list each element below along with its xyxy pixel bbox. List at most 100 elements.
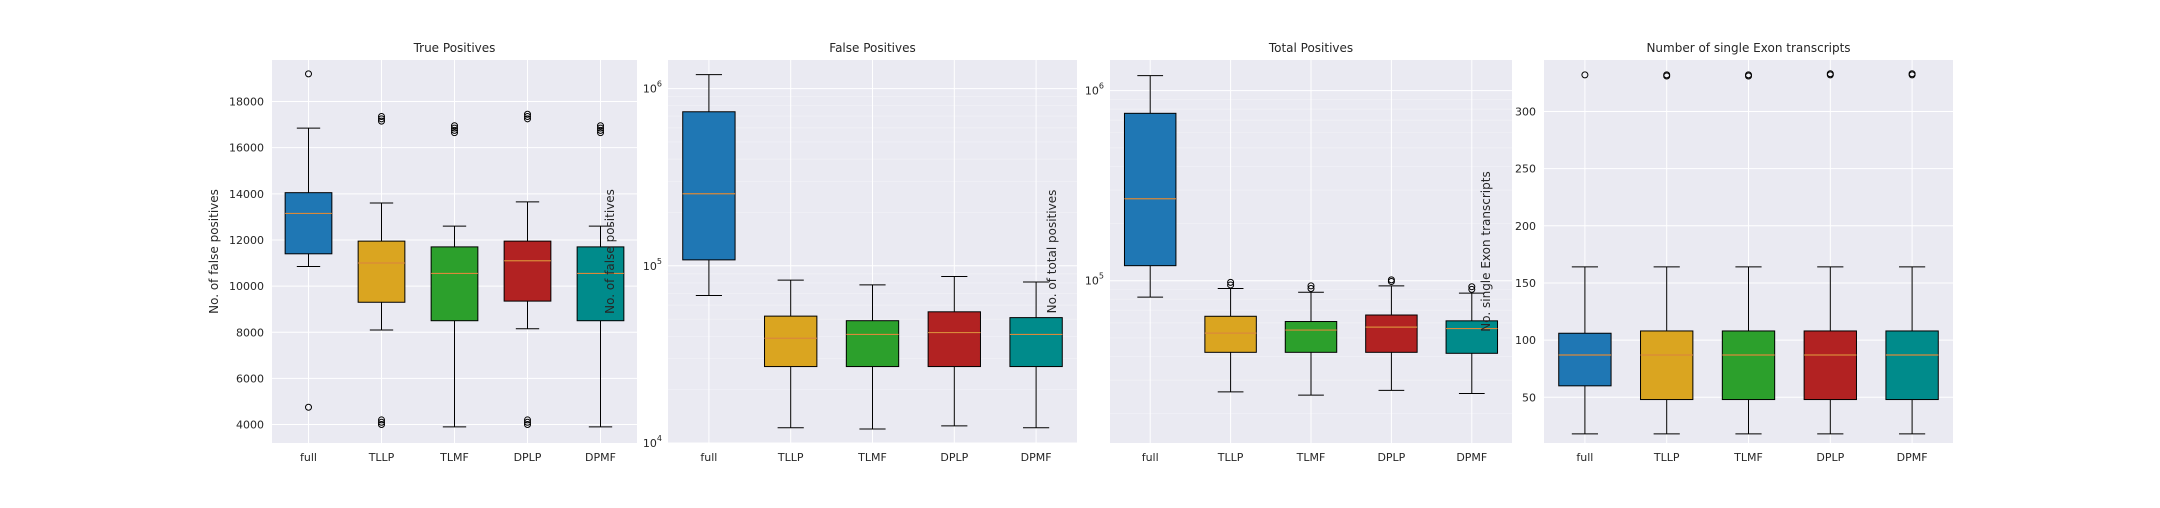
outlier-point [378,418,385,426]
y-tick-label: 14000 [229,188,264,201]
y-axis-label: No. single Exon transcripts [1479,171,1493,331]
chart-title: Total Positives [1268,41,1353,55]
outlier-point [1387,278,1395,286]
y-tick-label: 300 [1515,105,1536,118]
outlier-point [451,122,458,130]
chart-panel-3: 105 106 full TLLP TLMF DPLP DPMF Total Positive… [1045,41,1512,464]
x-tick-label: TLMF [1296,451,1326,464]
y-tick-label: 50 [1522,391,1536,404]
x-tick-label: full [700,451,717,464]
outlier-point [524,421,531,429]
x-tick-label: TLMF [857,451,887,464]
box-DPMF [1445,283,1499,395]
outlier-point [1468,283,1476,291]
box-TLLP [764,279,818,429]
y-axis-label: No. of false positives [207,189,221,314]
outlier-point [378,421,385,429]
box-full [1123,75,1177,298]
x-tick-label: DPMF [585,451,616,464]
box-iqr [357,240,406,303]
box-TLMF [845,284,900,430]
x-tick-label: full [1576,451,1593,464]
box-iqr [1365,314,1418,353]
y-tick-label: 10000 [229,280,264,293]
y-tick-label: 18000 [229,96,264,109]
y-tick-label: 150 [1515,277,1536,290]
outlier-point [524,416,531,424]
x-tick-label: TLLP [777,451,804,464]
box-iqr [927,311,981,368]
outlier-point [597,124,604,132]
outlier-point [451,129,458,137]
x-tick-label: full [300,451,317,464]
x-tick-label: full [1142,451,1159,464]
y-tick-label: 12000 [229,234,264,247]
outlier-point [597,126,604,134]
outlier-point [524,110,531,118]
outlier-point [597,122,604,130]
y-tick-label: 6000 [236,372,264,385]
y-tick-label: 105 [643,257,662,273]
box-TLLP [1640,71,1694,435]
x-tick-label: DPLP [1816,451,1844,464]
chart-panel-4: 50 100 150 200 250 300 full TLLP TLMF DPLP DPMF Num… [1479,41,1953,464]
outlier-point [378,115,385,123]
outlier-point [451,126,458,134]
outlier-point [378,416,385,424]
outlier-point [1745,72,1752,80]
box-DPLP [503,110,552,429]
y-tick-label: 104 [643,434,662,450]
outlier-point [305,70,312,78]
y-tick-label: 106 [1085,82,1104,98]
chart-title: True Positives [413,41,496,55]
box-iqr [1123,112,1177,267]
y-tick-label: 4000 [236,419,264,432]
box-DPLP [1803,70,1857,435]
box-iqr [1721,330,1776,401]
box-iqr [430,246,479,322]
box-iqr [682,111,736,261]
box-TLMF [430,122,479,428]
box-iqr [1803,330,1857,401]
outlier-point [1307,282,1315,290]
outlier-point [1468,285,1476,293]
box-iqr [1284,321,1338,353]
box-DPLP [927,276,981,427]
outlier-point [524,115,531,123]
x-tick-label: DPLP [514,451,542,464]
box-DPMF [1009,281,1063,429]
box-iqr [1204,315,1257,353]
box-full [1558,71,1612,435]
box-TLMF [1284,282,1338,396]
box-TLLP [357,113,406,429]
y-tick-label: 100 [1515,334,1536,347]
box-iqr [1445,320,1499,354]
y-tick-label: 16000 [229,142,264,155]
box-iqr [284,192,333,255]
x-tick-label: DPLP [1377,451,1405,464]
outlier-point [1908,71,1916,79]
outlier-point [1227,278,1235,286]
x-tick-label: DPMF [1021,451,1052,464]
outlier-point [1826,71,1834,79]
y-tick-label: 200 [1515,220,1536,233]
box-iqr [845,320,900,368]
x-tick-label: TLMF [1733,451,1763,464]
x-tick-label: DPMF [1456,451,1487,464]
y-axis-label: No. of total positives [1045,190,1059,314]
outlier-point [524,418,531,426]
y-tick-label: 106 [643,80,662,96]
chart-title: Number of single Exon transcripts [1646,41,1850,55]
box-iqr [503,240,552,302]
outlier-point [305,403,312,411]
box-DPMF [576,122,625,428]
chart-panel-1: 4000 6000 8000 10000 12000 14000 16000 18000 ful… [207,41,637,464]
outlier-point [597,129,604,137]
box-iqr [1640,330,1694,401]
x-tick-label: TLLP [368,451,395,464]
box-DPMF [1885,70,1939,435]
y-tick-label: 8000 [236,326,264,339]
box-TLLP [1204,278,1257,393]
